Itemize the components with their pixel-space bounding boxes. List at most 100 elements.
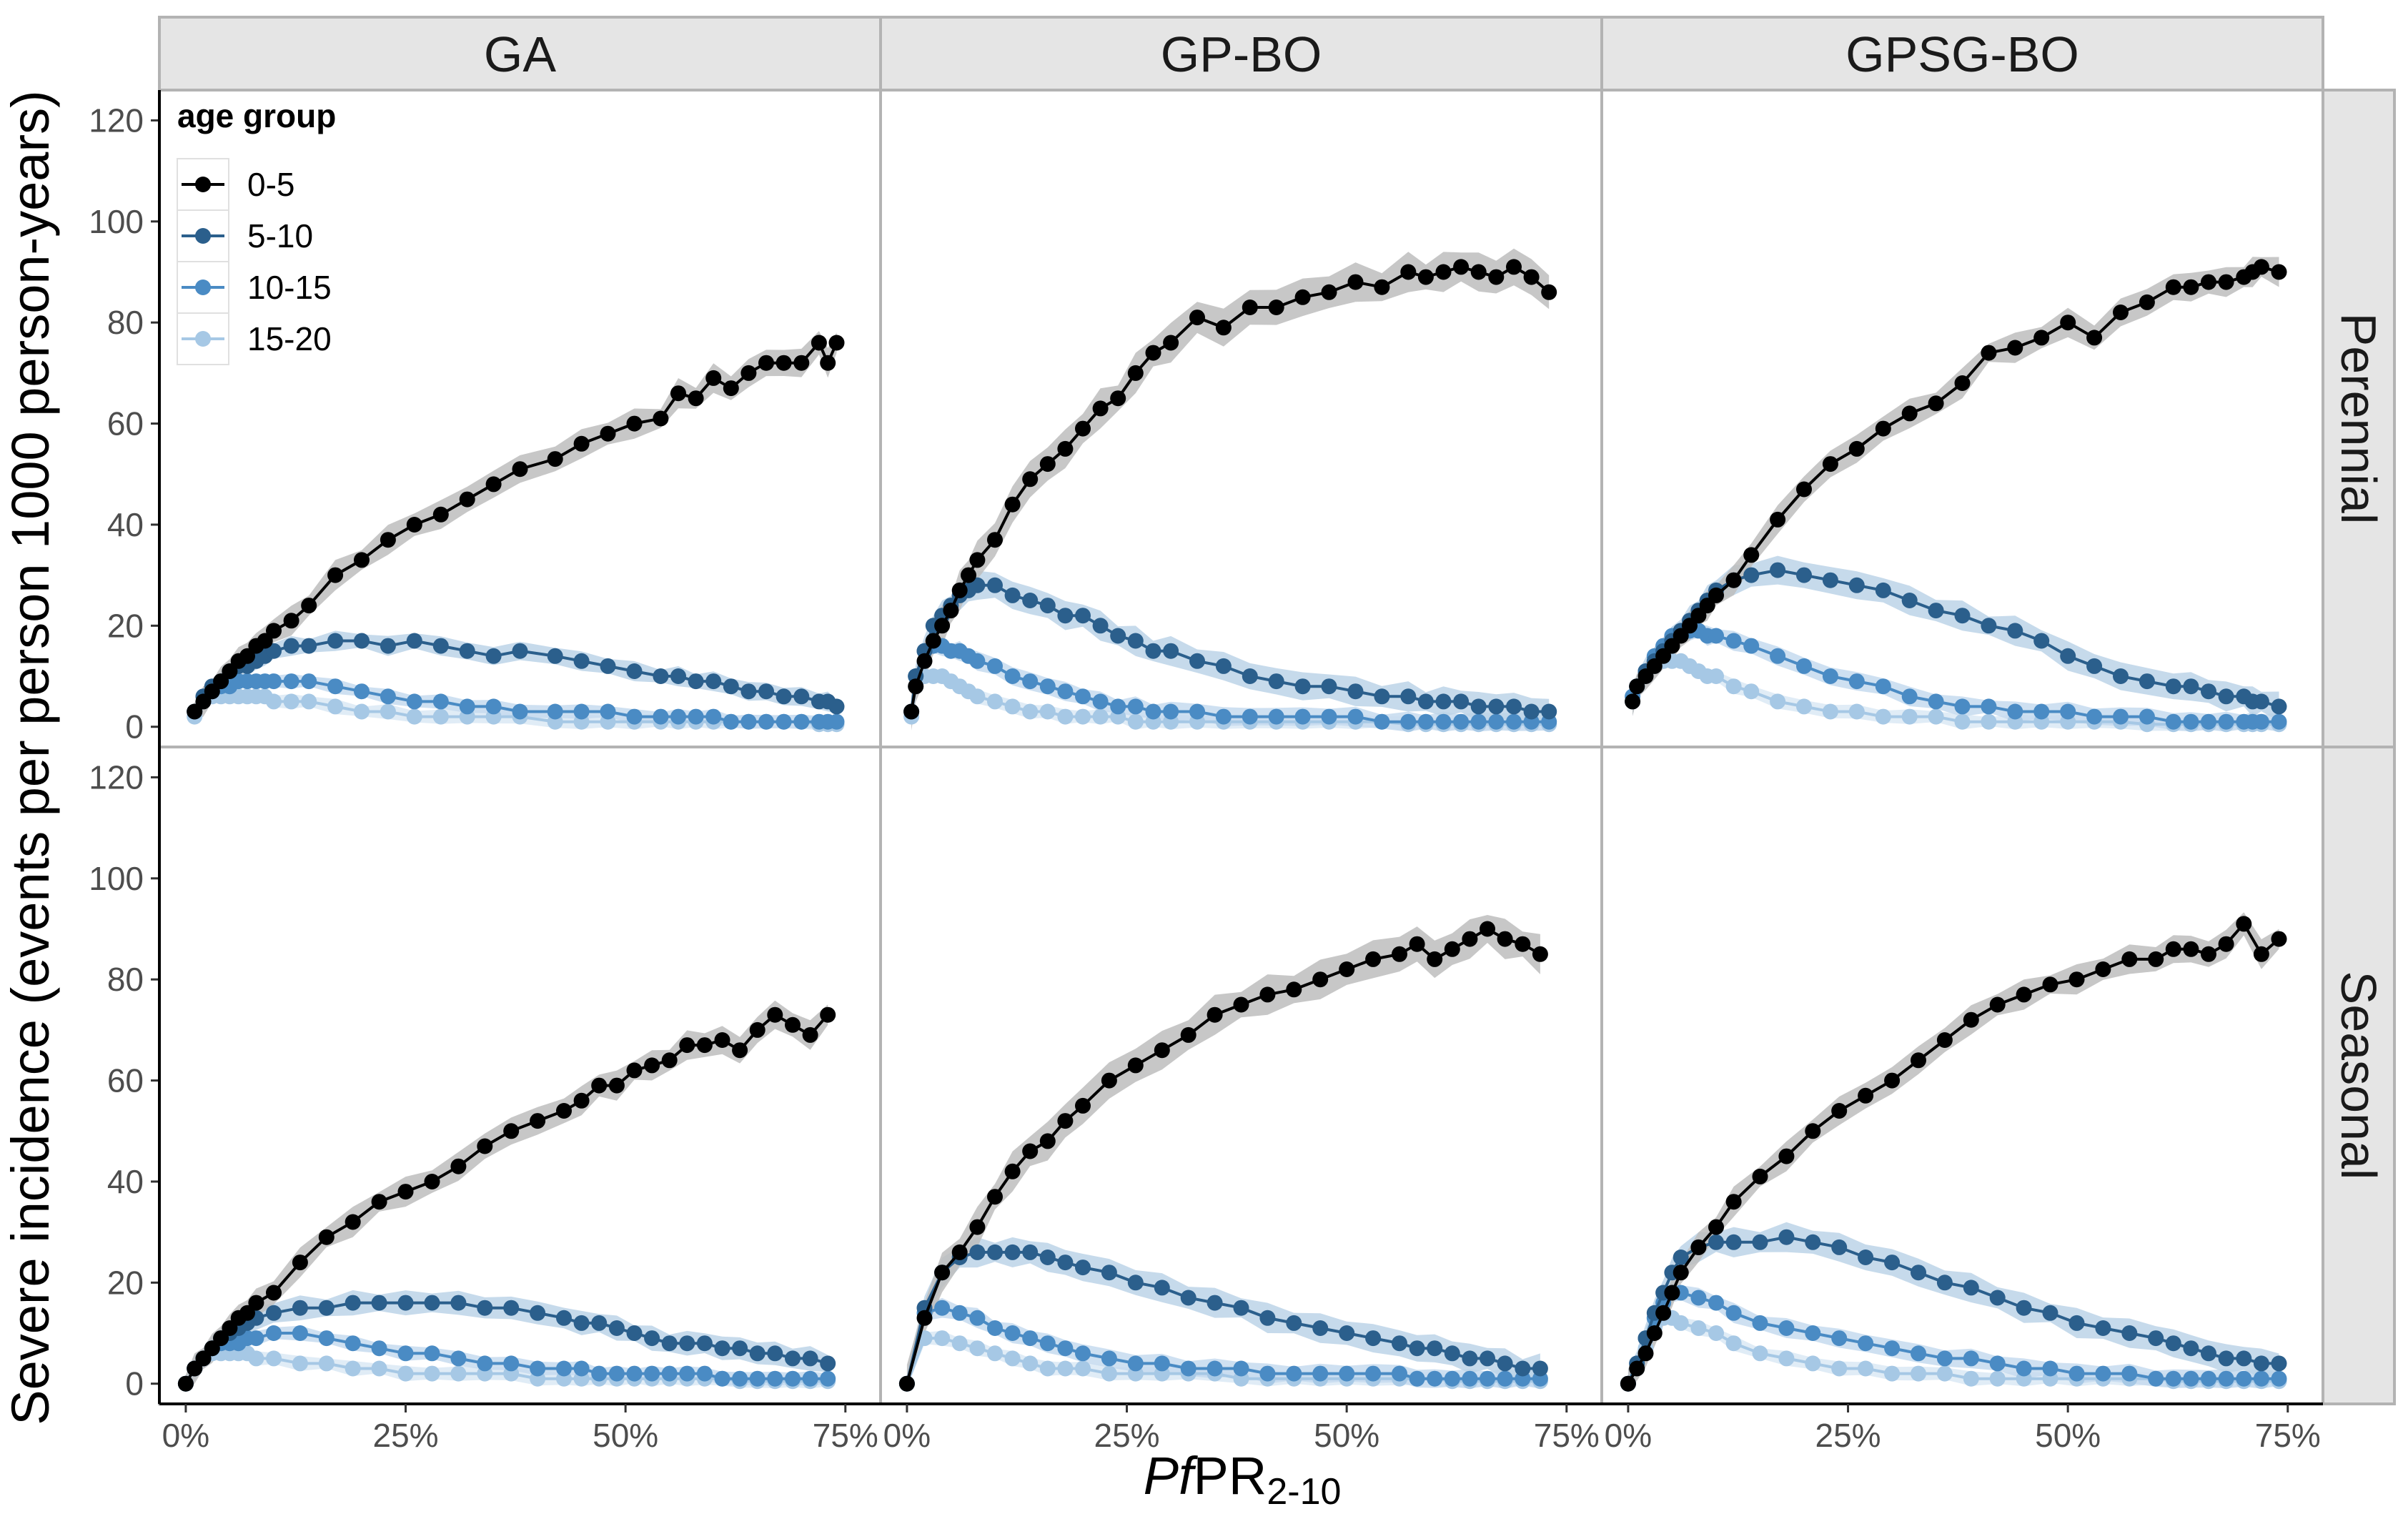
data-point-15-20 — [1770, 693, 1786, 710]
ribbon-5-10 — [906, 1237, 1540, 1389]
data-point-15-20 — [1127, 713, 1144, 730]
data-point-10-15 — [573, 1360, 590, 1377]
x-tick-label: 25% — [1815, 1417, 1881, 1454]
data-point-10-15 — [626, 708, 643, 725]
row-strip-label: Perennial — [2331, 313, 2387, 525]
data-point-10-15 — [1417, 713, 1434, 730]
data-point-0-5 — [1629, 678, 1645, 695]
data-point-0-5 — [1039, 1133, 1056, 1149]
data-point-10-15 — [1444, 1370, 1460, 1387]
data-point-5-10 — [2121, 1325, 2138, 1341]
data-point-0-5 — [1444, 941, 1460, 957]
data-point-10-15 — [1092, 693, 1109, 710]
data-point-0-5 — [1646, 1325, 1663, 1341]
data-point-5-10 — [1822, 572, 1838, 588]
data-point-15-20 — [1057, 1360, 1074, 1377]
data-point-0-5 — [406, 517, 422, 533]
data-point-5-10 — [1470, 698, 1487, 715]
data-point-15-20 — [1101, 1365, 1117, 1382]
data-point-10-15 — [556, 1360, 572, 1377]
data-point-10-15 — [1004, 1325, 1021, 1341]
data-point-15-20 — [1963, 1370, 1979, 1387]
data-point-5-10 — [1708, 1234, 1724, 1250]
data-point-0-5 — [1936, 1032, 1953, 1048]
data-point-5-10 — [1321, 678, 1337, 695]
data-point-5-10 — [1417, 693, 1434, 710]
data-point-0-5 — [644, 1057, 660, 1074]
data-point-10-15 — [987, 1320, 1003, 1336]
data-point-0-5 — [916, 653, 933, 669]
data-point-0-5 — [1207, 1006, 1223, 1023]
data-point-10-15 — [1004, 668, 1021, 684]
data-point-0-5 — [1708, 1219, 1724, 1235]
data-point-0-5 — [1374, 279, 1390, 295]
data-point-0-5 — [670, 385, 686, 402]
legend-label: 0-5 — [247, 166, 294, 203]
data-point-5-10 — [1875, 582, 1891, 598]
data-point-0-5 — [1180, 1026, 1196, 1043]
data-point-15-20 — [1039, 1360, 1056, 1377]
data-point-0-5 — [1321, 284, 1337, 300]
data-point-5-10 — [767, 1345, 783, 1362]
data-point-5-10 — [477, 1300, 493, 1316]
data-point-5-10 — [292, 1300, 308, 1316]
data-point-10-15 — [705, 708, 722, 725]
data-point-5-10 — [1462, 1350, 1478, 1367]
data-point-10-15 — [530, 1360, 546, 1377]
data-point-10-15 — [1822, 668, 1838, 684]
data-point-5-10 — [1215, 658, 1232, 674]
data-point-5-10 — [503, 1300, 520, 1316]
data-point-10-15 — [785, 1370, 801, 1387]
y-tick-label: 100 — [89, 203, 144, 240]
data-point-10-15 — [1294, 708, 1311, 725]
data-point-0-5 — [811, 335, 827, 351]
data-point-0-5 — [1470, 264, 1487, 280]
data-point-15-20 — [345, 1360, 361, 1377]
y-axis-title: Severe incidence (events per person 1000… — [1, 90, 60, 1425]
data-point-15-20 — [1743, 683, 1760, 700]
data-point-0-5 — [1655, 1305, 1672, 1321]
data-point-5-10 — [1347, 683, 1364, 700]
data-point-5-10 — [2016, 1300, 2032, 1316]
data-point-5-10 — [793, 688, 810, 705]
data-point-0-5 — [503, 1123, 520, 1139]
row-strip-seasonal: Seasonal — [2322, 746, 2396, 1405]
data-point-0-5 — [397, 1184, 414, 1200]
data-point-0-5 — [740, 365, 757, 381]
x-tick-label: 50% — [2035, 1417, 2101, 1454]
data-point-0-5 — [1752, 1168, 1768, 1184]
legend-item-15-20: 15-20 — [177, 312, 332, 365]
y-tick-label: 80 — [107, 961, 144, 998]
data-point-15-20 — [1928, 708, 1944, 725]
data-point-0-5 — [1453, 259, 1470, 275]
data-point-10-15 — [2068, 1365, 2085, 1382]
data-point-10-15 — [2201, 1370, 2216, 1387]
data-point-5-10 — [2033, 633, 2050, 649]
data-point-10-15 — [1145, 703, 1161, 720]
data-point-5-10 — [1858, 1250, 1874, 1265]
data-point-0-5 — [1796, 481, 1812, 498]
data-point-0-5 — [1911, 1052, 1926, 1069]
data-point-15-20 — [969, 688, 986, 705]
data-point-10-15 — [608, 1365, 625, 1382]
data-point-0-5 — [2060, 315, 2076, 331]
data-point-0-5 — [1392, 946, 1407, 962]
data-point-0-5 — [969, 1219, 986, 1235]
legend-key-point — [195, 228, 211, 244]
data-point-15-20 — [987, 1345, 1003, 1362]
data-point-0-5 — [661, 1052, 678, 1069]
data-point-0-5 — [2016, 986, 2032, 1003]
column-strip-ga: GA — [158, 16, 882, 91]
data-point-15-20 — [1004, 1350, 1021, 1367]
data-point-10-15 — [371, 1340, 387, 1357]
x-tick-label: 25% — [372, 1417, 438, 1454]
data-point-10-15 — [2042, 1360, 2058, 1377]
panel-gp-bo-seasonal — [879, 746, 1603, 1405]
panel-gpsg-bo-perennial — [1600, 89, 2324, 748]
data-point-5-10 — [1057, 608, 1074, 624]
data-point-15-20 — [318, 1355, 335, 1372]
data-point-0-5 — [2236, 916, 2252, 932]
data-point-15-20 — [1875, 708, 1891, 725]
data-point-5-10 — [1400, 688, 1417, 705]
data-point-10-15 — [1928, 693, 1944, 710]
